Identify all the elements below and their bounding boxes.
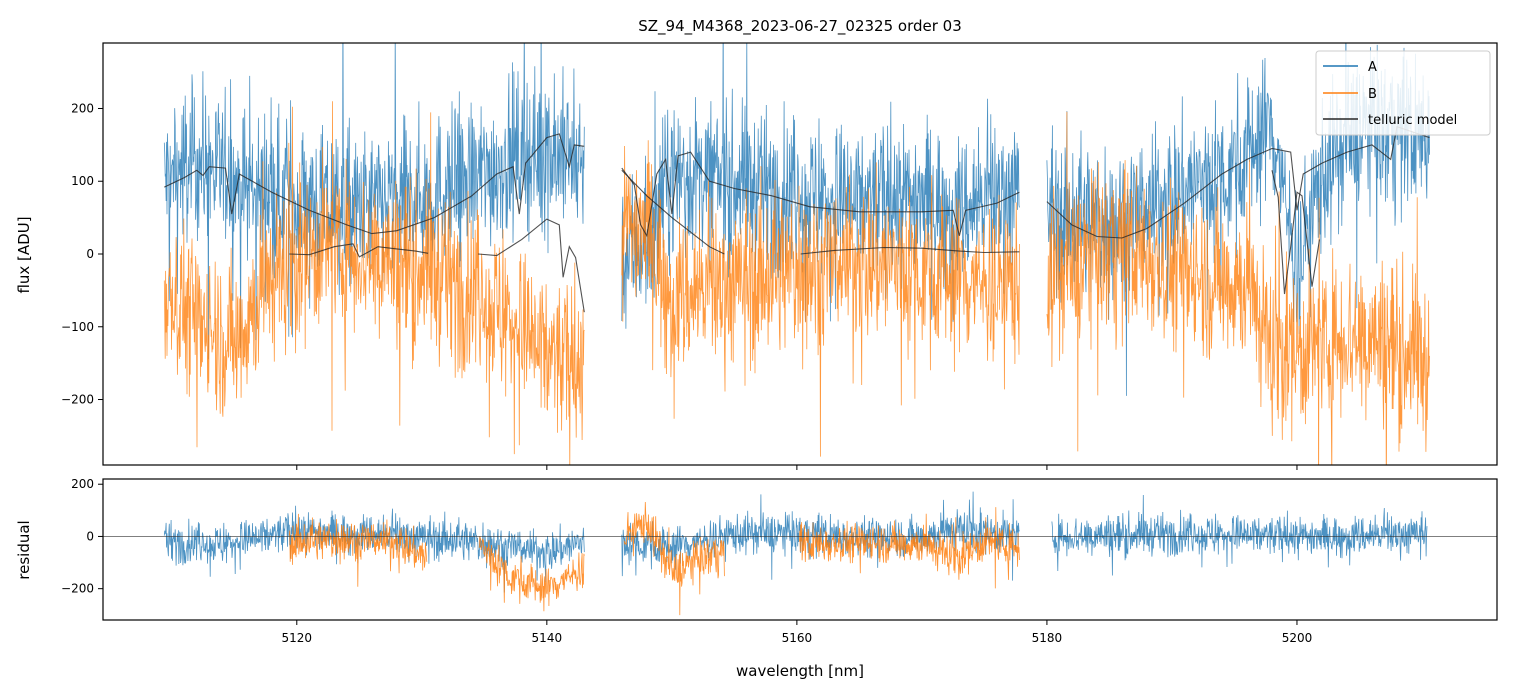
telluric-model-a-3 [1046,125,1430,239]
telluric-model-b-2 [478,218,585,313]
top-series-b-segment-3 [1046,111,1430,465]
chart-title: SZ_94_M4368_2023-06-27_02325 order 03 [638,17,962,36]
residual-series-b-segment-1 [288,513,428,587]
top-axes: 200 100 0 −100 −200 [61,42,1498,470]
telluric-model-b-4 [800,246,1020,255]
xtick-label-2: 5160 [782,631,813,645]
xtick-label-3: 5180 [1032,631,1063,645]
legend: A B telluric model [1315,50,1491,136]
telluric-model-b-3 [621,169,725,255]
top-ytick-label-2: 0 [86,247,94,261]
top-ytick-label-1: 100 [71,174,94,188]
residual-series-b-segment-2 [478,536,585,612]
legend-frame [1315,50,1491,136]
bottom-ytick-label-1: 0 [86,529,94,543]
bottom-plot-area [103,491,1497,616]
residual-series-b-segment-3 [623,501,725,616]
top-plot-area [163,43,1430,465]
top-ytick-label-0: 200 [71,101,94,115]
xtick-label-0: 5120 [282,631,313,645]
telluric-model-b-1 [289,243,429,258]
legend-label-a: A [1368,60,1377,75]
legend-label-telluric: telluric model [1368,113,1457,128]
telluric-model-a-2 [621,151,1020,238]
telluric-model-b-5 [1271,170,1321,295]
telluric-model-a-1 [164,133,585,235]
bottom-ytick-label-0: 200 [71,477,94,491]
bottom-y-axis-label: residual [15,520,33,579]
xtick-label-4: 5200 [1282,631,1313,645]
legend-label-b: B [1368,87,1377,102]
bottom-frame [102,478,1498,621]
top-series-b-segment-1 [163,101,585,465]
xtick-label-1: 5140 [532,631,563,645]
x-axis-label: wavelength [nm] [736,662,864,680]
residual-series-a-segment-3 [1051,494,1428,576]
top-y-axis-label: flux [ADU] [15,216,33,293]
residual-series-b-segment-4 [799,507,1020,589]
top-ytick-label-3: −100 [61,320,94,334]
bottom-axes: 200 0 −200 5120 5140 5160 5180 5200 [61,477,1498,645]
top-series-b-segment-2 [621,140,1020,457]
top-ytick-label-4: −200 [61,393,94,407]
bottom-ytick-label-2: −200 [61,582,94,596]
